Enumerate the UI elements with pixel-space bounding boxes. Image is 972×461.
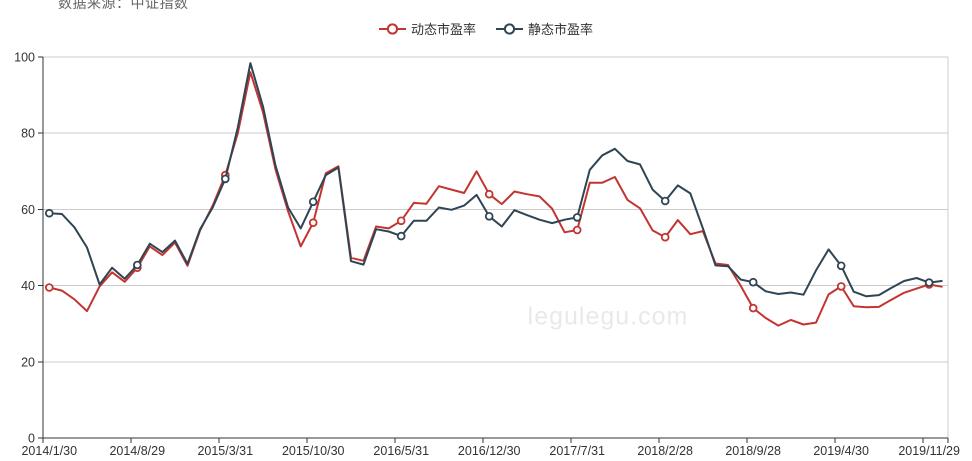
y-axis-label-80: 80 <box>21 127 35 141</box>
x-axis-label-0: 2014/1/30 <box>21 444 77 458</box>
x-axis-label-8: 2018/9/28 <box>725 444 781 458</box>
y-axis-label-0: 0 <box>28 432 35 446</box>
series-marker-static-pe-14 <box>221 174 230 184</box>
y-axis-label-60: 60 <box>21 203 35 217</box>
series-marker-static-pe-21 <box>308 197 318 207</box>
y-axis-label-40: 40 <box>21 279 35 293</box>
series-marker-dynamic-pe-63 <box>836 282 846 291</box>
series-marker-static-pe-63 <box>836 261 846 271</box>
y-axis-label-20: 20 <box>21 355 35 369</box>
data-source-note: 数据来源：中证指数 <box>58 0 189 11</box>
series-marker-static-pe-49 <box>660 196 670 206</box>
x-axis-label-10: 2019/11/29 <box>898 444 960 458</box>
series-line-static-pe <box>48 62 943 298</box>
x-axis-label-3: 2015/10/30 <box>282 444 345 458</box>
legend-item-dynamic-pe[interactable]: 动态市盈率 <box>378 19 476 38</box>
x-axis-label-5: 2016/12/30 <box>458 444 521 458</box>
series-marker-dynamic-pe-42 <box>572 225 582 235</box>
legend-marker-static-pe-icon <box>496 22 523 35</box>
series-marker-dynamic-pe-21 <box>308 218 318 228</box>
x-axis-label-6: 2017/7/31 <box>549 444 605 458</box>
series-marker-static-pe-0 <box>44 208 54 218</box>
x-axis-label-4: 2016/5/31 <box>373 444 429 458</box>
series-marker-static-pe-56 <box>748 277 758 287</box>
series-marker-static-pe-7 <box>133 260 142 270</box>
legend-marker-dynamic-pe-icon <box>378 22 406 35</box>
legend-label-static-pe: 静态市盈率 <box>528 22 594 37</box>
series-marker-static-pe-70 <box>924 278 934 287</box>
series-marker-dynamic-pe-56 <box>748 303 758 313</box>
x-axis-label-1: 2014/8/29 <box>109 444 165 458</box>
legend-label-dynamic-pe: 动态市盈率 <box>410 22 476 37</box>
series-marker-static-pe-35 <box>484 212 494 221</box>
series-marker-static-pe-28 <box>396 231 406 241</box>
series-marker-dynamic-pe-28 <box>396 216 406 226</box>
x-axis-label-2: 2015/3/31 <box>197 444 253 458</box>
watermark: legulegu.com <box>527 302 689 331</box>
series-marker-dynamic-pe-35 <box>484 189 494 199</box>
x-axis-label-7: 2018/2/28 <box>637 444 693 458</box>
chart-legend: 动态市盈率 静态市盈率 <box>378 19 593 38</box>
legend-item-static-pe[interactable]: 静态市盈率 <box>496 19 593 38</box>
series-marker-dynamic-pe-49 <box>660 232 670 242</box>
x-axis-label-9: 2019/4/30 <box>813 444 869 458</box>
series-marker-static-pe-42 <box>572 213 582 222</box>
y-axis-label-100: 100 <box>14 51 35 65</box>
series-marker-dynamic-pe-0 <box>44 283 54 292</box>
